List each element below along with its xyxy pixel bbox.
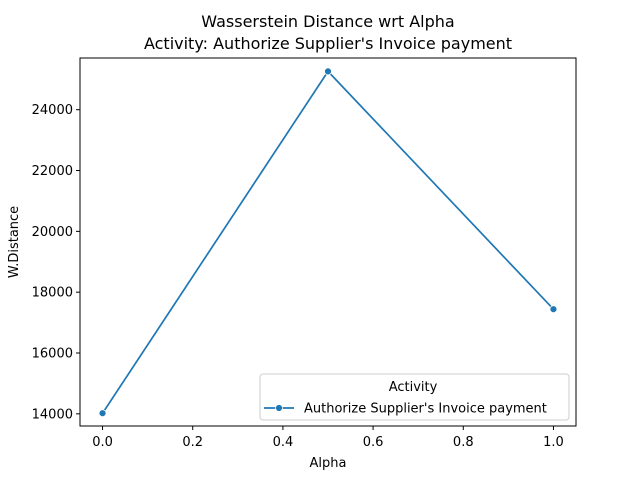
x-tick-label: 0.2 <box>182 435 203 450</box>
plot-area <box>98 67 558 418</box>
x-tick-label: 0.0 <box>92 435 113 450</box>
chart-subtitle: Activity: Authorize Supplier's Invoice p… <box>144 34 512 53</box>
chart-title: Wasserstein Distance wrt Alpha <box>201 12 454 31</box>
series-line <box>101 70 555 414</box>
x-axis: 0.0 0.2 0.4 0.6 0.8 1.0 <box>92 426 564 450</box>
y-tick-label: 16000 <box>32 347 73 362</box>
legend: Activity Authorize Supplier's Invoice pa… <box>259 373 570 421</box>
legend-box <box>259 373 570 421</box>
y-axis: 14000 16000 18000 20000 22000 24000 <box>32 103 80 422</box>
data-point <box>98 409 107 418</box>
y-tick-label: 22000 <box>32 164 73 179</box>
legend-title: Activity <box>389 380 438 395</box>
x-axis-label: Alpha <box>310 456 347 471</box>
x-tick-label: 0.4 <box>273 435 294 450</box>
y-tick-label: 24000 <box>32 103 73 118</box>
data-point <box>549 305 558 314</box>
legend-marker-swatch <box>275 404 283 412</box>
y-tick-label: 14000 <box>32 407 73 422</box>
y-tick-label: 18000 <box>32 286 73 301</box>
data-point <box>324 67 332 76</box>
y-tick-label: 20000 <box>32 225 73 240</box>
x-tick-label: 0.8 <box>453 435 474 450</box>
plot-frame <box>79 57 577 427</box>
x-tick-label: 0.6 <box>363 435 384 450</box>
legend-entry-label: Authorize Supplier's Invoice payment <box>304 402 547 417</box>
y-axis-label: W.Distance <box>7 206 22 278</box>
x-tick-label: 1.0 <box>543 435 564 450</box>
